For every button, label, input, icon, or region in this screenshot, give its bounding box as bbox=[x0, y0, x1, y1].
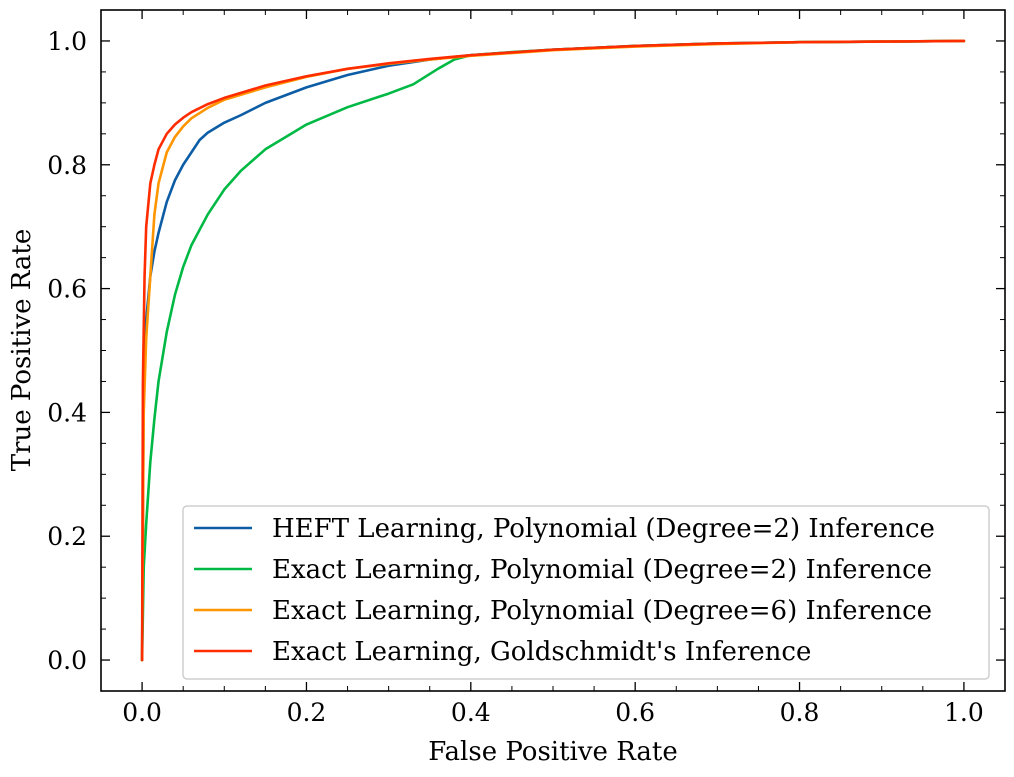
legend-label-4: Exact Learning, Goldschmidt's Inference bbox=[272, 637, 811, 667]
x-tick-label: 0.2 bbox=[287, 698, 327, 727]
series-layer bbox=[140, 39, 966, 662]
y-tick-label: 0.2 bbox=[47, 522, 87, 551]
x-tick-label: 0.6 bbox=[615, 698, 655, 727]
plot-frame bbox=[100, 9, 1006, 692]
x-tick-label: 0.4 bbox=[451, 698, 491, 727]
ticks-layer: 0.0 0.2 0.4 0.6 0.8 1.0 0.0 0.2 0.4 0.6 0.8 1.0 bbox=[47, 9, 1006, 727]
y-tick-label: 0.6 bbox=[47, 275, 87, 304]
legend-label-1: HEFT Learning, Polynomial (Degree=2) Inf… bbox=[272, 514, 935, 544]
y-tick-label: 0.0 bbox=[47, 646, 87, 675]
y-tick-label: 0.4 bbox=[47, 398, 87, 427]
legend-label-3: Exact Learning, Polynomial (Degree=6) In… bbox=[272, 596, 932, 626]
legend-box bbox=[182, 505, 990, 680]
legend-label-2: Exact Learning, Polynomial (Degree=2) In… bbox=[272, 555, 932, 585]
x-tick-label: 0.0 bbox=[122, 698, 162, 727]
y-tick-label: 1.0 bbox=[47, 27, 87, 56]
x-tick-label: 0.8 bbox=[780, 698, 820, 727]
y-axis-label: True Positive Rate bbox=[7, 229, 37, 472]
y-tick-label: 0.8 bbox=[47, 151, 87, 180]
legend: HEFT Learning, Polynomial (Degree=2) Inf… bbox=[182, 505, 990, 680]
x-axis-label: False Positive Rate bbox=[428, 737, 677, 767]
x-tick-label: 1.0 bbox=[944, 698, 984, 727]
series-line-4 bbox=[140, 39, 966, 662]
